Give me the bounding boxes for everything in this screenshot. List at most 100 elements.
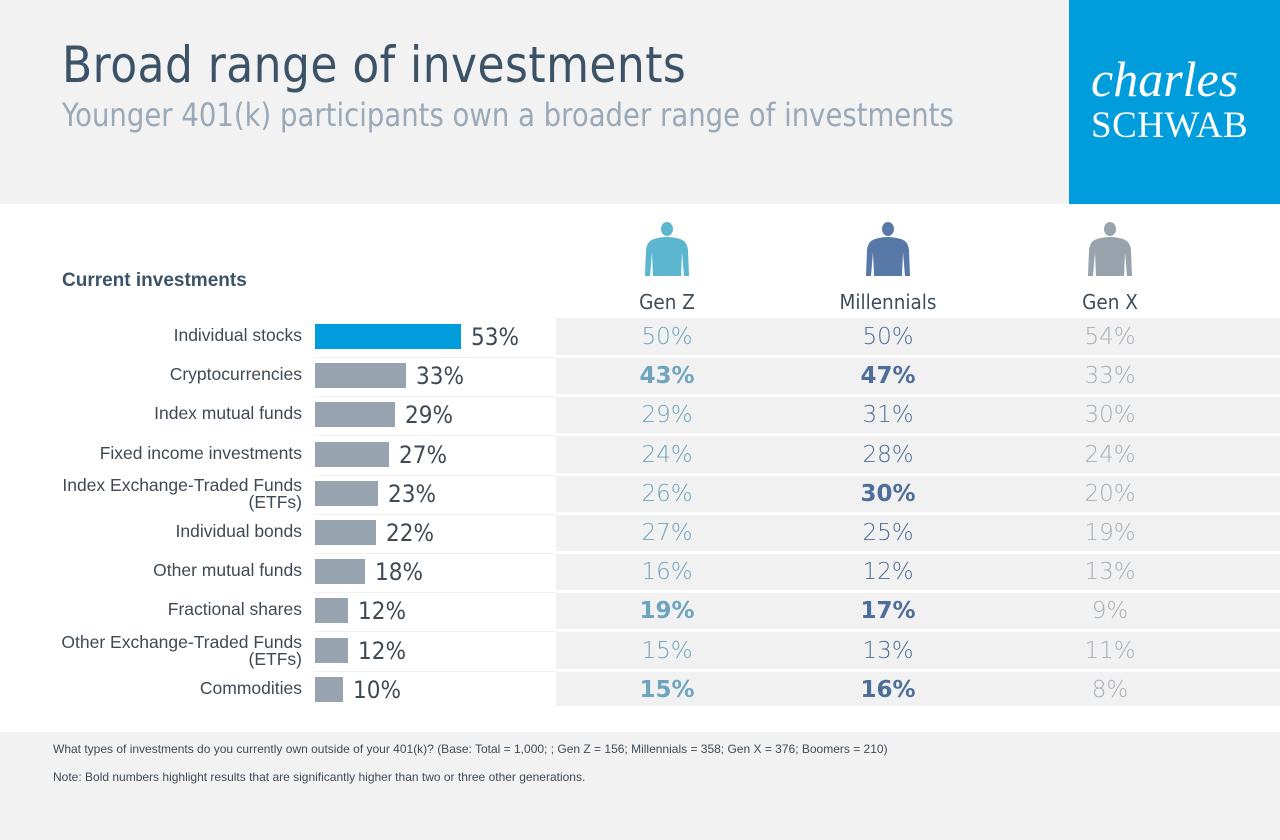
table-cell: 33% (1084, 363, 1136, 390)
table-row-divider (556, 511, 1280, 515)
table-row-divider (556, 472, 1280, 476)
category-label-line: (ETFs) (248, 648, 302, 669)
category-label: Fractional shares (167, 599, 302, 620)
category-label: Fixed income investments (99, 442, 302, 463)
person-icon (1088, 222, 1132, 276)
chart-row: Cryptocurrencies 33% 43% 47% 33% (0, 356, 1280, 398)
table-cell: 19% (1084, 520, 1136, 546)
category-label: Index Exchange-Traded Funds (ETFs) (62, 474, 302, 512)
table-row-divider (556, 394, 1280, 398)
table-cell: 43% (639, 363, 695, 390)
table-cell: 11% (1084, 637, 1136, 664)
bar (315, 559, 365, 585)
table-cell: 13% (1084, 559, 1136, 586)
chart-row: Individual stocks 53% 50% 50% 54% (0, 317, 1280, 358)
table-cell: 16% (860, 676, 916, 703)
chart-row: Individual bonds 22% 27% 25% 19% (0, 513, 1280, 554)
logo-line-1: charles (1091, 51, 1239, 107)
table-row-divider (556, 629, 1280, 633)
page-subtitle: Younger 401(k) participants own a broade… (62, 96, 954, 134)
category-label: Cryptocurrencies (169, 364, 302, 385)
table-row-divider (556, 355, 1280, 358)
charles-schwab-logo: charles SCHWAB (1069, 0, 1280, 204)
bar-value-label: 12% (358, 597, 407, 626)
table-cell: 15% (641, 637, 693, 664)
generation-header: Gen X (1040, 222, 1180, 314)
table-cell: 50% (862, 324, 914, 350)
bar (315, 402, 395, 428)
footer-question: What types of investments do you current… (53, 742, 888, 756)
table-cell: 47% (860, 363, 916, 390)
generation-label: Gen Z (639, 290, 695, 314)
bar-value-label: 33% (415, 362, 464, 391)
table-cell: 54% (1084, 324, 1136, 350)
category-label: Index mutual funds (154, 403, 302, 424)
header-band: Broad range of investments Younger 401(k… (0, 0, 1280, 204)
chart-row: Commodities 10% 15% 16% 8% (0, 670, 1280, 709)
table-cell: 9% (1091, 598, 1129, 625)
table-cell: 24% (641, 441, 693, 468)
footer-note: Note: Bold numbers highlight results tha… (53, 770, 586, 784)
table-cell: 13% (862, 637, 914, 664)
bar-value-label: 22% (385, 519, 434, 547)
bar-value-label: 53% (471, 323, 520, 351)
generation-header: Millennials (818, 222, 958, 314)
table-cell: 30% (1084, 402, 1136, 429)
chart-row: Fixed income investments 27% 24% 28% 24% (0, 435, 1280, 476)
footer: What types of investments do you current… (0, 732, 1280, 840)
table-cell: 25% (862, 520, 914, 546)
category-label-line: Index Exchange-Traded Funds (62, 474, 302, 495)
table-cell: 19% (639, 598, 695, 625)
bar (315, 363, 406, 389)
table-cell: 28% (862, 441, 914, 468)
table-cell: 16% (641, 559, 693, 586)
table-cell: 26% (641, 480, 693, 507)
table-cell: 8% (1091, 676, 1129, 703)
table-cell: 30% (860, 480, 916, 507)
bar-value-label: 29% (404, 401, 453, 430)
logo-line-2: SCHWAB (1091, 105, 1249, 146)
category-label: Commodities (199, 677, 302, 698)
section-title: Current investments (62, 270, 247, 291)
category-label-line: (ETFs) (248, 491, 302, 512)
table-cell: 29% (641, 402, 693, 429)
bar (315, 441, 390, 467)
table-cell: 27% (641, 520, 693, 546)
table-cell: 50% (641, 324, 693, 350)
bar (315, 637, 349, 663)
bar (315, 324, 461, 349)
category-label: Other mutual funds (153, 560, 302, 581)
table-cell: 12% (862, 559, 914, 586)
page-title: Broad range of investments (62, 36, 687, 94)
person-icon (866, 222, 910, 276)
bar-value-label: 27% (399, 440, 448, 469)
category-label: Individual stocks (173, 325, 302, 345)
person-icon (645, 222, 689, 276)
chart-row: Fractional shares 12% 19% 17% 9% (0, 591, 1280, 633)
chart-row: Other Exchange-Traded Funds (ETFs) 12% 15% 1… (0, 631, 1280, 672)
table-cell: 31% (862, 402, 914, 429)
chart-row: Other mutual funds 18% 16% 12% 13% (0, 552, 1280, 594)
table-cell: 20% (1084, 480, 1136, 507)
generation-header: Gen Z (597, 222, 737, 314)
table-row-divider (556, 668, 1280, 672)
generation-label: Gen X (1082, 290, 1138, 314)
table-row-divider (556, 551, 1280, 554)
table-row-divider (556, 590, 1280, 594)
bar-value-label: 18% (374, 558, 423, 587)
category-label: Other Exchange-Traded Funds (ETFs) (61, 631, 302, 669)
bar (315, 520, 376, 545)
generation-label: Millennials (839, 290, 937, 314)
category-label-line: Other Exchange-Traded Funds (61, 631, 302, 652)
bar-value-label: 23% (388, 479, 437, 508)
table-row-divider (556, 433, 1280, 437)
bar-value-label: 10% (352, 675, 401, 704)
table-cell: 17% (860, 598, 916, 625)
table-cell: 15% (639, 676, 695, 703)
bar (315, 676, 343, 702)
bar-value-label: 12% (358, 636, 407, 665)
chart-row: Index mutual funds 29% 29% 31% 30% (0, 395, 1280, 437)
bar (315, 480, 379, 506)
table-cell: 24% (1084, 441, 1136, 468)
chart-row: Index Exchange-Traded Funds (ETFs) 23% 26% 3… (0, 474, 1280, 515)
